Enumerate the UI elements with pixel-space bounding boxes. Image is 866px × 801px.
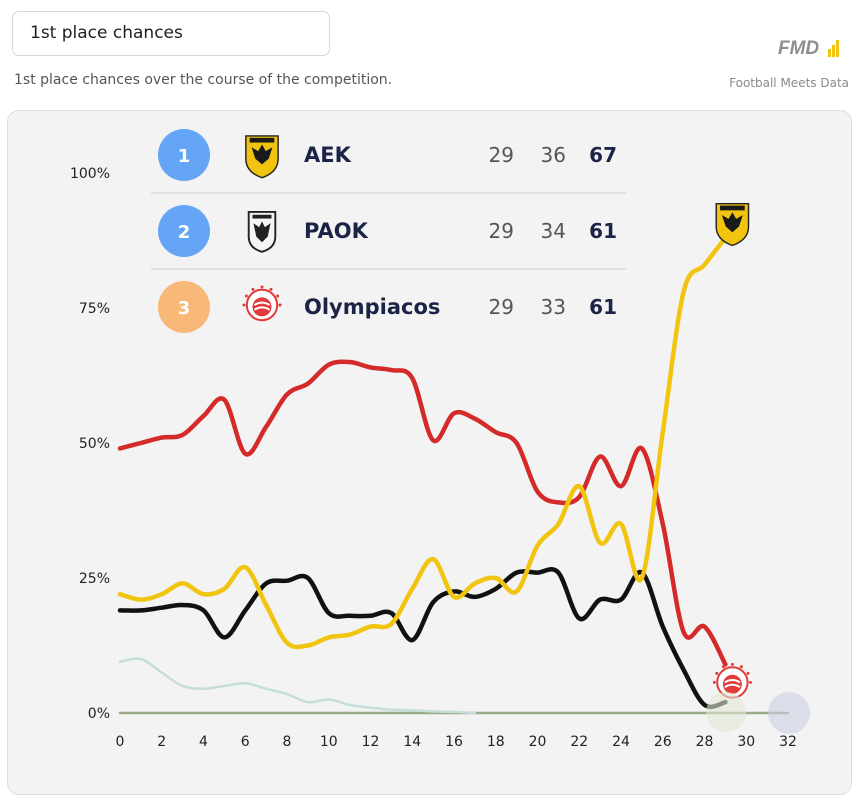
points: 61 (589, 295, 617, 319)
x-tick-label: 0 (116, 734, 125, 750)
rank-badge (158, 129, 210, 181)
standings-table: 1 AEK 29 36 67 2 PAOK 29 34 61 3 Olympiacos 29 33 61 (151, 129, 626, 333)
rank-number: 3 (178, 298, 191, 319)
standings-row: 3 Olympiacos 29 33 61 (158, 281, 617, 333)
goal-difference: 33 (541, 295, 566, 319)
x-tick-label: 14 (403, 734, 421, 750)
x-tick-label: 16 (445, 734, 463, 750)
x-tick-label: 20 (529, 734, 547, 750)
x-tick-label: 8 (283, 734, 292, 750)
series-line-olympiacos (117, 359, 728, 667)
olympiacos-crest-icon (242, 285, 282, 322)
points: 61 (589, 219, 617, 243)
chart-title: 1st place chances (30, 23, 183, 43)
x-tick-label: 12 (362, 734, 380, 750)
chart-title-box[interactable]: 1st place chances (12, 11, 330, 56)
y-axis: 0% 25% 50% 75% 100% (70, 166, 110, 722)
rank-number: 2 (178, 222, 191, 243)
points: 67 (589, 143, 617, 167)
matches-played: 29 (489, 295, 514, 319)
series-line-3 (118, 657, 477, 715)
x-tick-label: 26 (654, 734, 672, 750)
goal-difference: 34 (541, 219, 566, 243)
x-tick-label: 10 (320, 734, 338, 750)
faint-crest-marker (768, 692, 810, 734)
x-tick-label: 2 (157, 734, 166, 750)
x-tick-label: 30 (737, 734, 755, 750)
x-tick-label: 28 (696, 734, 714, 750)
series-line-paok (117, 567, 728, 710)
x-tick-label: 18 (487, 734, 505, 750)
standings-row: 1 AEK 29 36 67 (158, 129, 617, 181)
y-tick-label: 75% (79, 301, 110, 317)
rank-number: 1 (178, 146, 191, 167)
x-tick-label: 6 (241, 734, 250, 750)
brand-logo-text: FMD (778, 38, 819, 59)
x-tick-label: 24 (612, 734, 630, 750)
rank-badge (158, 281, 210, 333)
x-tick-label: 32 (779, 734, 797, 750)
rank-badge (158, 205, 210, 257)
brand-name: Football Meets Data (729, 76, 849, 90)
x-axis: 0 2 4 6 8 10 12 14 16 18 20 22 24 26 28 30 32 (116, 734, 797, 750)
fmd-logo: FMD (778, 38, 839, 59)
matches-played: 29 (489, 143, 514, 167)
team-name: PAOK (304, 219, 369, 243)
team-name: Olympiacos (304, 295, 440, 319)
y-tick-label: 25% (79, 571, 110, 587)
y-tick-label: 100% (70, 166, 110, 182)
goal-difference: 36 (541, 143, 566, 167)
paok-crest-icon (247, 210, 277, 253)
series-line-aek (117, 235, 728, 650)
series-lines (117, 235, 790, 715)
aek-crest-icon (245, 135, 279, 179)
series-end-markers (706, 202, 810, 734)
chart-subtitle: 1st place chances over the course of the… (14, 72, 393, 88)
olympiacos-end-marker (712, 662, 752, 699)
aek-end-marker (715, 202, 750, 247)
x-tick-label: 22 (570, 734, 588, 750)
x-tick-label: 4 (199, 734, 208, 750)
faint-crest-marker (706, 692, 746, 732)
y-tick-label: 0% (88, 706, 110, 722)
chart-panel (7, 110, 852, 795)
matches-played: 29 (489, 219, 514, 243)
y-tick-label: 50% (79, 436, 110, 452)
standings-row: 2 PAOK 29 34 61 (158, 205, 617, 257)
team-name: AEK (304, 143, 352, 167)
